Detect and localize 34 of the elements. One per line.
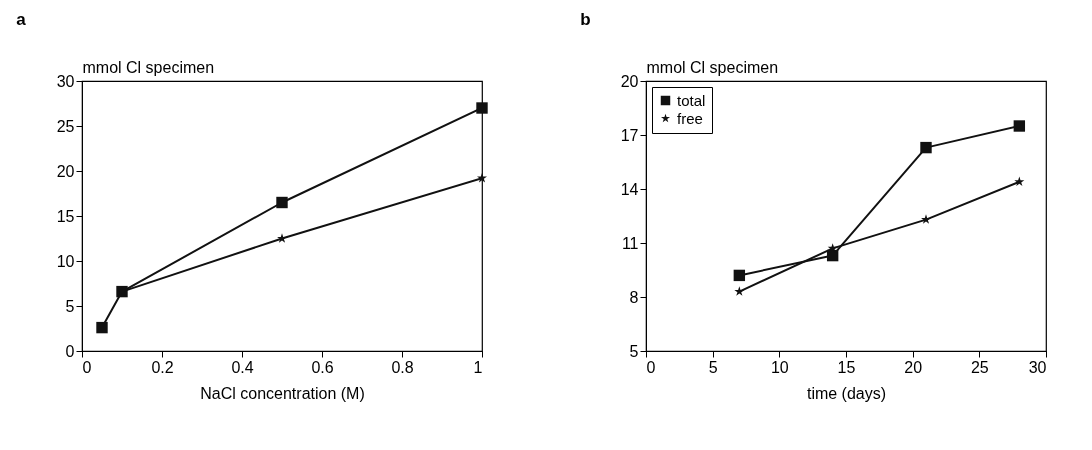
x-axis-title: time (days) bbox=[806, 384, 887, 402]
x-tick-label: 0.4 bbox=[231, 358, 254, 376]
x-tick-label: 15 bbox=[837, 358, 856, 376]
x-tick-label: 1 bbox=[473, 358, 483, 376]
x-tick-label: 0.2 bbox=[151, 358, 174, 376]
x-axis-title: NaCl concentration (M) bbox=[200, 384, 365, 402]
y-tick-label: 0 bbox=[65, 342, 75, 360]
y-tick-label: 30 bbox=[56, 72, 75, 90]
y-tick-label: 20 bbox=[56, 162, 75, 180]
y-tick-label: 8 bbox=[629, 288, 639, 306]
legend-label: total bbox=[677, 91, 706, 109]
y-tick-label: 11 bbox=[621, 234, 639, 252]
y-tick-label: 5 bbox=[65, 297, 75, 315]
x-tick-label: 10 bbox=[770, 358, 789, 376]
x-tick-label: 30 bbox=[1028, 358, 1047, 376]
x-tick-label: 25 bbox=[970, 358, 989, 376]
x-tick-label: 0.8 bbox=[391, 358, 414, 376]
y-tick-label: 10 bbox=[56, 252, 75, 270]
y-tick-label: 17 bbox=[620, 126, 639, 144]
y-tick-label: 20 bbox=[620, 72, 639, 90]
y-axis-title: mmol Cl specimen bbox=[82, 58, 215, 76]
x-tick-label: 20 bbox=[904, 358, 923, 376]
x-tick-label: 0 bbox=[646, 358, 656, 376]
chart-title: a bbox=[16, 10, 27, 29]
y-tick-label: 14 bbox=[620, 180, 639, 198]
y-tick-label: 5 bbox=[629, 342, 639, 360]
chart-title: b bbox=[580, 10, 591, 29]
x-tick-label: 5 bbox=[708, 358, 718, 376]
legend-label: free bbox=[677, 109, 703, 127]
x-tick-label: 0.6 bbox=[311, 358, 334, 376]
y-tick-label: 15 bbox=[56, 207, 75, 225]
y-tick-label: 25 bbox=[56, 117, 75, 135]
y-axis-title: mmol Cl specimen bbox=[646, 58, 779, 76]
x-tick-label: 0 bbox=[82, 358, 92, 376]
